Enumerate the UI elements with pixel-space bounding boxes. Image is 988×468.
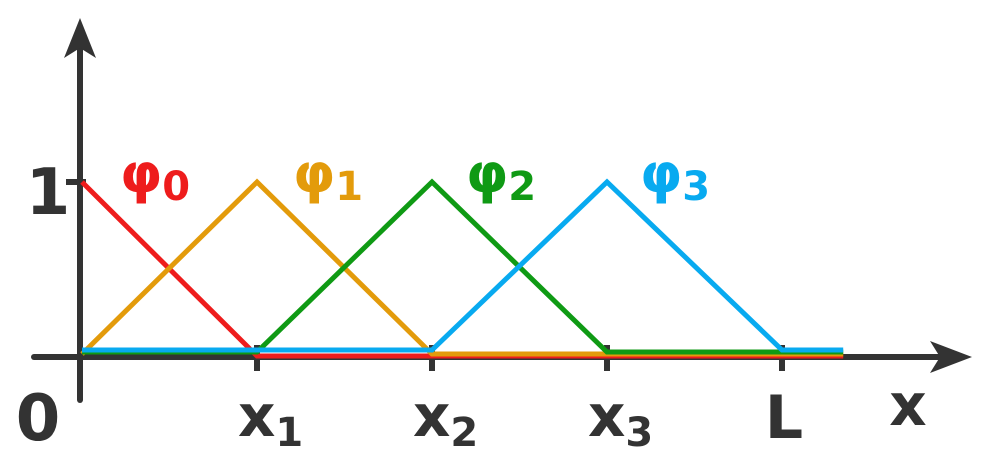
phi-2-symbol: φ — [466, 142, 508, 205]
phi-1-line — [80, 178, 844, 357]
phi-0-symbol: φ — [120, 142, 162, 205]
phi-3-label: φ3 — [640, 142, 710, 210]
phi-1-sub: 1 — [335, 164, 363, 210]
phi-3-sub: 3 — [682, 164, 710, 210]
node-label-x1: x1 — [238, 382, 303, 456]
phi-3-symbol: φ — [640, 142, 682, 205]
phi-1-label: φ1 — [293, 142, 363, 210]
node-x1-sub: 1 — [275, 410, 303, 456]
node-x2-name: x — [413, 382, 450, 450]
end-label: L — [765, 383, 803, 453]
phi-2-sub: 2 — [508, 164, 536, 210]
node-label-x3: x3 — [588, 382, 653, 456]
node-x3-sub: 3 — [625, 410, 653, 456]
phi-0-label: φ0 — [120, 142, 190, 210]
y-axis-arrowhead — [64, 18, 96, 58]
node-x1-name: x — [238, 382, 275, 450]
phi-3-line — [82, 178, 844, 353]
node-x3-name: x — [588, 382, 625, 450]
phi-2-label: φ2 — [466, 142, 536, 210]
node-x2-sub: 2 — [450, 410, 478, 456]
origin-label: 0 — [16, 382, 61, 456]
y-tick-label: 1 — [26, 156, 71, 230]
x-axis-arrowhead — [930, 341, 972, 373]
phi-0-line — [80, 180, 844, 359]
phi-2-line — [82, 178, 844, 355]
phi-0-sub: 0 — [162, 164, 190, 210]
node-label-x2: x2 — [413, 382, 478, 456]
phi-1-symbol: φ — [293, 142, 335, 205]
basis-lines — [80, 178, 844, 359]
x-axis-label: x — [889, 371, 926, 439]
